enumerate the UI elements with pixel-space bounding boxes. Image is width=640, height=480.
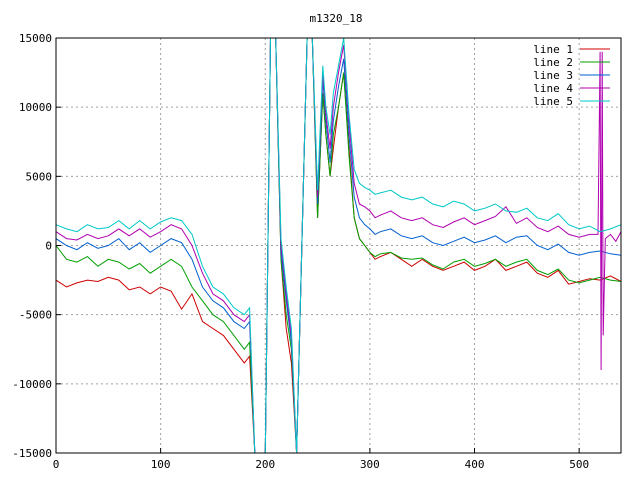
- y-tick-label: 5000: [26, 170, 53, 183]
- x-tick-label: 500: [569, 458, 589, 471]
- legend-label: line 4: [533, 82, 573, 95]
- y-tick-label: -5000: [19, 309, 52, 322]
- legend-label: line 3: [533, 69, 573, 82]
- x-tick-label: 300: [360, 458, 380, 471]
- y-tick-label: 15000: [19, 32, 52, 45]
- y-tick-label: 10000: [19, 101, 52, 114]
- legend-label: line 2: [533, 56, 573, 69]
- series-lines: [56, 38, 621, 453]
- x-tick-label: 200: [255, 458, 275, 471]
- chart-title: m1320_18: [310, 12, 363, 25]
- plot-frame: [55, 37, 622, 454]
- y-tick-label: 0: [45, 240, 52, 253]
- x-tick-label: 100: [151, 458, 171, 471]
- x-tick-label: 400: [465, 458, 485, 471]
- legend-label: line 1: [533, 43, 573, 56]
- y-tick-label: -10000: [12, 378, 52, 391]
- y-axis-ticks: -15000 -10000 -5000 0 5000 10000 15000: [12, 32, 61, 460]
- x-tick-label: 0: [53, 458, 60, 471]
- series-line-5: [56, 38, 621, 453]
- legend-label: line 5: [533, 95, 573, 108]
- series-line-3: [56, 38, 621, 453]
- grid: [56, 38, 621, 453]
- y-tick-label: -15000: [12, 447, 52, 460]
- x-axis-ticks: 0 100 200 300 400 500: [53, 448, 589, 471]
- series-line-2: [56, 38, 621, 453]
